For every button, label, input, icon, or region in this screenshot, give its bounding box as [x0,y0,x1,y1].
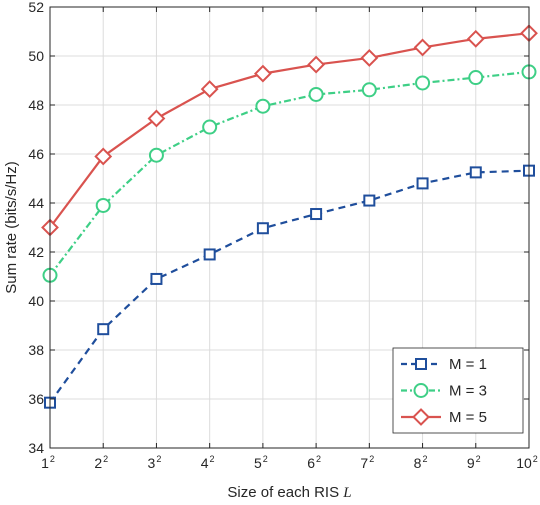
x-tick-exponent: 2 [263,454,268,464]
x-tick-exponent: 2 [476,454,481,464]
x-tick-base: 9 [467,455,475,471]
x-tick-label: 32 [148,454,162,471]
x-tick-base: 3 [148,455,156,471]
series-m-5 [41,24,538,237]
data-point-square [203,248,216,261]
data-point-diamond [147,109,166,128]
x-tick-label: 82 [414,454,428,471]
x-tick-base: 8 [414,455,422,471]
x-tick-exponent: 2 [103,454,108,464]
x-tick-label: 52 [254,454,268,471]
data-point-diamond [200,80,219,98]
y-tick-label: 42 [28,244,44,260]
legend-label: M = 3 [449,383,487,400]
x-axis-label-symbol: L [342,485,351,501]
axis-ticks: 12 22 32 42 52 62 72 82 92 1023436384042444648505… [28,0,537,471]
series-line [49,169,530,404]
x-tick-label: 92 [467,454,481,471]
x-tick-base: 10 [516,455,532,471]
x-tick-exponent: 2 [422,454,427,464]
data-point-square [363,194,376,207]
series-line [49,32,530,229]
data-point-circle [255,98,271,114]
y-tick-label: 48 [28,97,44,113]
data-point-circle [361,82,377,98]
x-tick-base: 4 [201,455,209,471]
y-tick-label: 46 [28,146,44,162]
data-point-circle [95,197,111,213]
legend-marker-diamond [412,408,430,426]
data-point-diamond [94,147,113,166]
x-tick-exponent: 2 [156,454,161,464]
legend: M = 1 M = 3 M = 5 [392,347,524,434]
data-point-diamond [360,49,379,67]
y-tick-label: 40 [28,293,44,309]
x-tick-base: 1 [41,455,49,471]
data-series [41,24,538,409]
legend-label: M = 1 [449,356,487,373]
data-point-diamond [253,64,272,83]
x-tick-base: 2 [94,455,102,471]
y-tick-label: 38 [28,342,44,358]
x-tick-base: 7 [360,455,368,471]
y-tick-label: 50 [28,48,44,64]
x-axis-label: Size of each RIS L [227,484,351,501]
data-point-square [416,177,429,190]
x-tick-exponent: 2 [533,454,538,464]
x-axis-label-text: Size of each RIS [227,484,343,501]
legend-marker-circle [413,383,429,398]
x-tick-exponent: 2 [369,454,374,464]
data-point-square [310,208,323,221]
data-point-circle [148,147,164,163]
x-tick-exponent: 2 [210,454,215,464]
y-tick-label: 36 [28,391,44,407]
x-tick-label: 22 [94,454,108,471]
data-point-square [150,272,163,285]
x-tick-label: 102 [516,454,538,471]
series-line [49,70,530,276]
data-point-circle [308,86,324,102]
y-tick-label: 52 [28,0,44,15]
data-point-square [97,323,110,336]
data-point-circle [202,119,218,135]
y-tick-label: 34 [28,440,44,456]
x-tick-label: 12 [41,454,55,471]
y-axis-label: Sum rate (bits/s/Hz) [3,161,20,294]
data-point-square [469,166,482,179]
y-tick-label: 44 [28,195,44,211]
x-tick-label: 42 [201,454,215,471]
legend-marker-square [415,358,427,370]
plot-area-border [49,6,530,449]
x-tick-exponent: 2 [50,454,55,464]
data-point-diamond [413,38,432,57]
x-tick-exponent: 2 [316,454,321,464]
data-point-circle [415,75,431,91]
legend-entry: M = 3 [401,383,487,400]
x-tick-base: 5 [254,455,262,471]
x-tick-label: 62 [307,454,321,471]
legend-entry: M = 1 [401,356,487,373]
data-point-circle [468,70,484,86]
legend-entry: M = 5 [401,408,487,426]
x-tick-base: 6 [307,455,315,471]
x-tick-label: 72 [360,454,374,471]
legend-label: M = 5 [449,409,487,426]
data-point-diamond [466,29,485,48]
data-point-diamond [307,55,326,74]
data-point-square [256,222,269,235]
